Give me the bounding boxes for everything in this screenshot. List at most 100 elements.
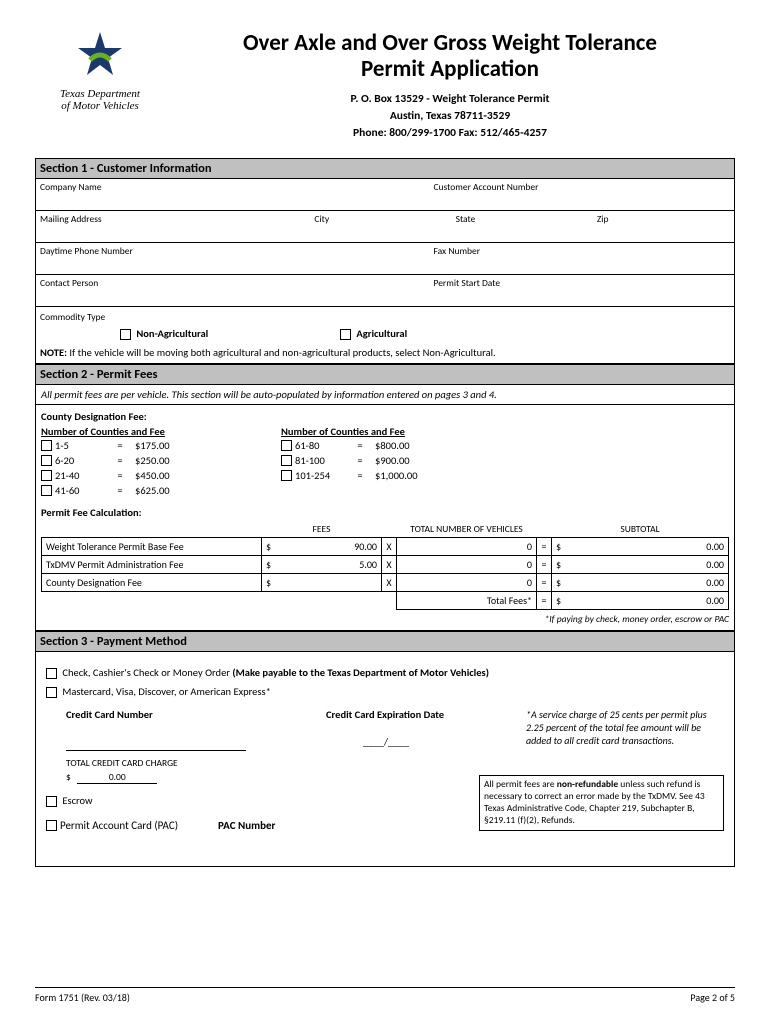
address-1: P. O. Box 13529 - Weight Tolerance Permi… xyxy=(165,91,735,108)
label-check-bold: (Make payable to the Texas Department of… xyxy=(232,666,489,679)
county-tier: 101-254=$1,000.00 xyxy=(281,468,521,483)
label-fax: Fax Number xyxy=(429,243,734,274)
refund-box: All permit fees are non-refundable unles… xyxy=(479,775,724,831)
total-value: $0.00 xyxy=(552,591,729,609)
checkbox-county[interactable] xyxy=(281,470,292,481)
label-state: State xyxy=(452,211,593,242)
county-tier: 1-5=$175.00 xyxy=(41,438,281,453)
calc-sub: $0.00 xyxy=(552,573,729,591)
section-2-header: Section 2 - Permit Fees xyxy=(35,364,735,385)
county-tier: 41-60=$625.00 xyxy=(41,483,281,498)
county-tier: 81-100=$900.00 xyxy=(281,453,521,468)
calc-eq: = xyxy=(537,555,552,573)
calc-x: X xyxy=(382,555,397,573)
label-contact: Contact Person xyxy=(36,275,429,306)
label-zip: Zip xyxy=(593,211,734,242)
calc-veh: 0 xyxy=(397,555,537,573)
label-mailing: Mailing Address xyxy=(36,211,310,242)
logo-text-1: Texas Department xyxy=(35,88,165,100)
footer-right: Page 2 of 5 xyxy=(690,991,735,1004)
calc-x: X xyxy=(382,573,397,591)
fees-body: County Designation Fee: Number of Counti… xyxy=(35,405,735,631)
cc-row: Credit Card Number Credit Card Expiratio… xyxy=(46,708,724,751)
calc-label: County Designation Fee xyxy=(42,573,262,591)
calc-veh: 0 xyxy=(397,537,537,555)
tcc-label: TOTAL CREDIT CARD CHARGE xyxy=(66,757,724,769)
checkbox-pac[interactable] xyxy=(46,820,57,831)
label-city: City xyxy=(310,211,451,242)
section-3-header: Section 3 - Payment Method xyxy=(35,631,735,652)
label-commodity: Commodity Type xyxy=(40,311,730,323)
th-fees: FEES xyxy=(262,521,382,538)
checkbox-escrow[interactable] xyxy=(46,796,57,807)
checkbox-check[interactable] xyxy=(46,668,57,679)
calc-label: TxDMV Permit Administration Fee xyxy=(42,555,262,573)
tcc-amount: 0.00 xyxy=(77,771,157,784)
fee-footnote: *If paying by check, money order, escrow… xyxy=(41,613,729,625)
county-columns: Number of Counties and Fee 1-5=$175.006-… xyxy=(41,425,729,498)
title-line-1: Over Axle and Over Gross Weight Toleranc… xyxy=(243,29,657,57)
row-company: Company Name Customer Account Number xyxy=(35,179,735,211)
calc-eq: = xyxy=(537,537,552,555)
logo-block: Texas Department of Motor Vehicles xyxy=(35,30,165,112)
checkbox-nonag[interactable] xyxy=(120,329,131,340)
calc-eq: = xyxy=(537,573,552,591)
calc-label: Weight Tolerance Permit Base Fee xyxy=(42,537,262,555)
checkbox-card[interactable] xyxy=(46,687,57,698)
dmv-logo-icon xyxy=(75,30,125,80)
label-card: Mastercard, Visa, Discover, or American … xyxy=(62,685,270,698)
section-2-note: All permit fees are per vehicle. This se… xyxy=(35,385,735,405)
note-text: If the vehicle will be moving both agric… xyxy=(69,346,495,359)
calc-x: X xyxy=(382,537,397,555)
row-contact: Contact Person Permit Start Date xyxy=(35,275,735,307)
label-check: Check, Cashier's Check or Money Order xyxy=(62,666,230,679)
cc-exp-label: Credit Card Expiration Date xyxy=(326,708,526,721)
checkbox-county[interactable] xyxy=(41,485,52,496)
cc-num-label: Credit Card Number xyxy=(66,708,326,721)
checkbox-county[interactable] xyxy=(41,440,52,451)
label-pac: Permit Account Card (PAC) xyxy=(60,819,178,832)
label-account: Customer Account Number xyxy=(429,179,734,210)
title-block: Over Axle and Over Gross Weight Toleranc… xyxy=(165,30,735,143)
calc-row: County Designation Fee$X0=$0.00 xyxy=(42,573,729,591)
note-label: NOTE: xyxy=(40,346,67,359)
checkbox-county[interactable] xyxy=(281,455,292,466)
pay-card: Mastercard, Visa, Discover, or American … xyxy=(46,685,724,698)
label-permit-start: Permit Start Date xyxy=(429,275,734,306)
checkbox-ag[interactable] xyxy=(340,329,351,340)
checkbox-county[interactable] xyxy=(41,470,52,481)
th-vehicles: TOTAL NUMBER OF VEHICLES xyxy=(397,521,537,538)
county-fee-title: County Designation Fee: xyxy=(41,410,729,423)
calc-row: TxDMV Permit Administration Fee$5.00X0=$… xyxy=(42,555,729,573)
checkbox-county[interactable] xyxy=(281,440,292,451)
row-phone: Daytime Phone Number Fax Number xyxy=(35,243,735,275)
total-label: Total Fees* xyxy=(397,591,537,609)
cc-exp-field[interactable]: ____/____ xyxy=(326,735,446,748)
main-title: Over Axle and Over Gross Weight Toleranc… xyxy=(165,30,735,83)
total-eq: = xyxy=(537,591,552,609)
commodity-note: NOTE: If the vehicle will be moving both… xyxy=(40,346,730,359)
row-address: Mailing Address City State Zip xyxy=(35,211,735,243)
checkbox-county[interactable] xyxy=(41,455,52,466)
label-escrow: Escrow xyxy=(62,794,92,807)
address-3: Phone: 800/299-1700 Fax: 512/465-4257 xyxy=(165,125,735,142)
county-col-left: Number of Counties and Fee 1-5=$175.006-… xyxy=(41,425,281,498)
address-block: P. O. Box 13529 - Weight Tolerance Permi… xyxy=(165,91,735,143)
title-line-2: Permit Application xyxy=(361,55,539,83)
calc-fee: $5.00 xyxy=(262,555,382,573)
label-company: Company Name xyxy=(36,179,429,210)
label-nonag: Non-Agricultural xyxy=(136,327,208,340)
calc-table: FEES TOTAL NUMBER OF VEHICLES SUBTOTAL W… xyxy=(41,521,729,610)
calc-fee: $90.00 xyxy=(262,537,382,555)
cc-num-field[interactable] xyxy=(66,735,246,751)
th-subtotal: SUBTOTAL xyxy=(552,521,729,538)
calc-veh: 0 xyxy=(397,573,537,591)
row-commodity: Commodity Type Non-Agricultural Agricult… xyxy=(35,307,735,364)
logo-text-2: of Motor Vehicles xyxy=(35,100,165,112)
county-col-right-header: Number of Counties and Fee xyxy=(281,425,521,438)
page-footer: Form 1751 (Rev. 03/18) Page 2 of 5 xyxy=(35,987,735,1004)
county-tier: 61-80=$800.00 xyxy=(281,438,521,453)
calc-sub: $0.00 xyxy=(552,555,729,573)
county-tier: 6-20=$250.00 xyxy=(41,453,281,468)
calc-title: Permit Fee Calculation: xyxy=(41,506,729,519)
